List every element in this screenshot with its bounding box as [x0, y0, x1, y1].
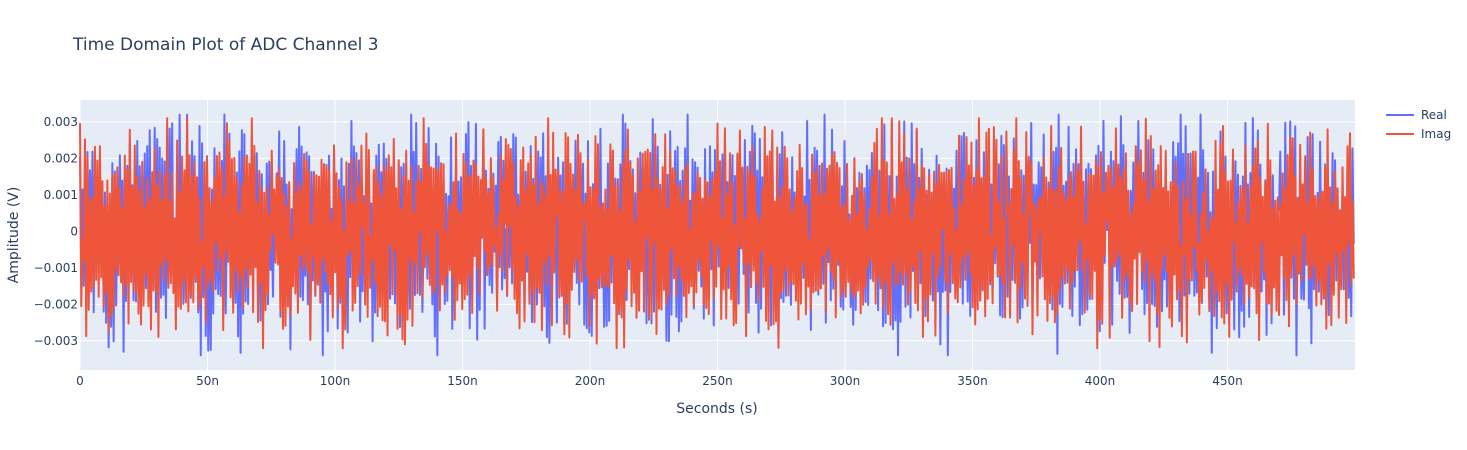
x-tick-label: 200n — [575, 374, 606, 388]
chart-title: Time Domain Plot of ADC Channel 3 — [72, 35, 379, 55]
y-axis-ticks: −0.003 −0.002 −0.001 0 0.001 0.002 0.003 — [34, 115, 78, 348]
y-tick-label: −0.003 — [34, 334, 78, 348]
x-axis-title: Seconds (s) — [676, 401, 757, 417]
x-tick-label: 250n — [702, 374, 733, 388]
y-tick-label: −0.002 — [34, 297, 78, 311]
x-tick-label: 400n — [1085, 374, 1116, 388]
x-tick-label: 300n — [830, 374, 861, 388]
legend-item-real[interactable]: Real — [1386, 108, 1447, 122]
y-tick-label: 0.003 — [44, 115, 78, 129]
y-tick-label: −0.001 — [34, 261, 78, 275]
x-tick-label: 0 — [76, 374, 84, 388]
x-tick-label: 350n — [957, 374, 988, 388]
y-tick-label: 0.002 — [44, 151, 78, 165]
x-axis-ticks: 0 50n 100n 150n 200n 250n 300n 350n 400n 450n — [76, 374, 1243, 388]
y-tick-label: 0.001 — [44, 188, 78, 202]
x-tick-label: 450n — [1212, 374, 1243, 388]
legend-label-real: Real — [1421, 108, 1447, 122]
legend-label-imag: Imag — [1421, 127, 1451, 141]
y-tick-label: 0 — [70, 224, 78, 238]
x-tick-label: 100n — [320, 374, 351, 388]
series-layer — [79, 113, 1355, 357]
legend[interactable]: Real Imag — [1386, 108, 1451, 141]
x-tick-label: 50n — [196, 374, 219, 388]
y-axis-title: Amplitude (V) — [6, 187, 22, 284]
series-line-imag[interactable] — [79, 117, 1355, 350]
legend-item-imag[interactable]: Imag — [1386, 127, 1451, 141]
x-tick-label: 150n — [447, 374, 478, 388]
